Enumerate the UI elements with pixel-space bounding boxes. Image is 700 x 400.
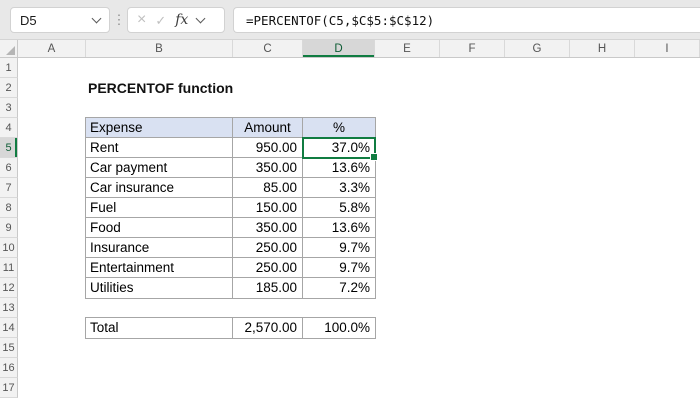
cell-expense[interactable]: Food	[86, 218, 233, 238]
chevron-down-icon	[195, 13, 206, 23]
enter-icon[interactable]: ✓	[155, 12, 167, 28]
cell-expense[interactable]: Car insurance	[86, 178, 233, 198]
row-header-11[interactable]: 11	[0, 258, 18, 278]
cell-percent[interactable]: 7.2%	[339, 280, 370, 295]
column-header-D[interactable]: D	[303, 40, 375, 57]
cell-percent[interactable]: 37.0%	[303, 138, 375, 158]
cell-total-percent[interactable]: 100.0%	[324, 320, 370, 335]
cancel-icon[interactable]: ×	[137, 11, 147, 28]
chevron-down-icon	[91, 13, 102, 23]
column-header-H[interactable]: H	[570, 40, 635, 57]
cell-amount[interactable]: 185.00	[233, 278, 303, 298]
cell-percent[interactable]: 3.3%	[303, 178, 375, 198]
column-header-E[interactable]: E	[375, 40, 440, 57]
row-header-15[interactable]: 15	[0, 338, 18, 358]
cell-amount[interactable]: 250.00	[233, 258, 303, 278]
formula-bar-buttons: × ✓ fx	[127, 7, 225, 33]
row-header-7[interactable]: 7	[0, 178, 18, 198]
cell-amount[interactable]: 950.00	[233, 138, 303, 158]
formula-text: =PERCENTOF(C5,$C$5:$C$12)	[246, 12, 435, 28]
formula-bar: D5 ⋮ × ✓ fx =PERCENTOF(C5,$C$5:$C$12)	[0, 0, 700, 40]
row-header-9[interactable]: 9	[0, 218, 18, 238]
cell-total-amount[interactable]: 2,570.00	[233, 318, 303, 338]
cell-amount[interactable]: 150.00	[233, 198, 303, 218]
cell-expense[interactable]: Utilities	[86, 278, 233, 298]
total-row: Total 2,570.00 100.0%	[85, 317, 376, 339]
cell-expense[interactable]: Rent	[86, 138, 233, 158]
row-header-6[interactable]: 6	[0, 158, 18, 178]
cell-percent[interactable]: 13.6%	[303, 218, 375, 238]
row-header-17[interactable]: 17	[0, 378, 18, 398]
fill-handle[interactable]	[370, 153, 378, 161]
cell-percent[interactable]: 5.8%	[303, 198, 375, 218]
insert-function-icon[interactable]: fx	[175, 12, 189, 28]
cell-amount[interactable]: 85.00	[233, 178, 303, 198]
cell-amount[interactable]: 350.00	[233, 218, 303, 238]
row-header-5[interactable]: 5	[0, 138, 18, 158]
column-header-I[interactable]: I	[635, 40, 700, 57]
cell-amount[interactable]: 350.00	[233, 158, 303, 178]
sheet-title-cell[interactable]: PERCENTOF function	[88, 80, 234, 96]
cell-percent[interactable]: 13.6%	[303, 158, 375, 178]
column-header-A[interactable]: A	[18, 40, 86, 57]
table-header-cell[interactable]: Amount	[233, 118, 303, 138]
cell-expense[interactable]: Car payment	[86, 158, 233, 178]
row-header-10[interactable]: 10	[0, 238, 18, 258]
row-header-16[interactable]: 16	[0, 358, 18, 378]
cell-expense[interactable]: Insurance	[86, 238, 233, 258]
cell-percent[interactable]: 9.7%	[303, 258, 375, 278]
select-all-triangle-icon	[6, 46, 15, 55]
table-header-cell[interactable]: Expense	[86, 118, 233, 138]
cell-percent[interactable]: 9.7%	[303, 238, 375, 258]
select-all-corner[interactable]	[0, 40, 18, 57]
column-header-F[interactable]: F	[440, 40, 505, 57]
row-header-12[interactable]: 12	[0, 278, 18, 298]
column-header-G[interactable]: G	[505, 40, 570, 57]
row-header-2[interactable]: 2	[0, 78, 18, 98]
name-box[interactable]: D5	[10, 7, 110, 33]
cell-expense[interactable]: Entertainment	[86, 258, 233, 278]
cell-expense[interactable]: Fuel	[86, 198, 233, 218]
row-header-4[interactable]: 4	[0, 118, 18, 138]
row-headers: 1 2 3 4 5 6 7 8 9 10 11 12 13 14 15 16 17	[0, 58, 18, 398]
cell-total-label[interactable]: Total	[86, 318, 233, 338]
formula-input[interactable]: =PERCENTOF(C5,$C$5:$C$12)	[233, 7, 700, 33]
expense-table: Expense Amount% Rent 950.00 37.0% Car payment…	[85, 117, 376, 299]
row-header-8[interactable]: 8	[0, 198, 18, 218]
row-header-14[interactable]: 14	[0, 318, 18, 338]
row-header-1[interactable]: 1	[0, 58, 18, 78]
separator-dots-icon: ⋮	[112, 12, 126, 27]
row-header-3[interactable]: 3	[0, 98, 18, 118]
cell-amount[interactable]: 250.00	[233, 238, 303, 258]
column-header-B[interactable]: B	[86, 40, 233, 57]
row-header-13[interactable]: 13	[0, 298, 18, 318]
table-header-cell[interactable]: %	[303, 118, 375, 138]
column-header-C[interactable]: C	[233, 40, 303, 57]
name-box-value: D5	[20, 12, 37, 28]
